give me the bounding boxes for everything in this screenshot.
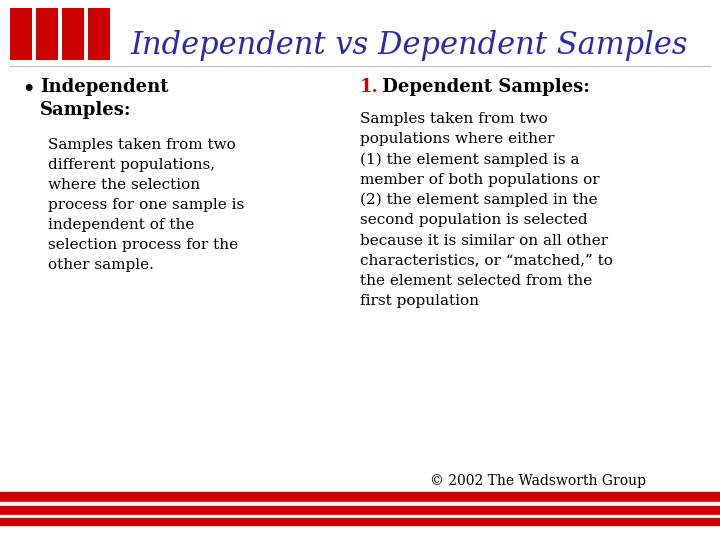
FancyBboxPatch shape (36, 8, 58, 60)
Text: Samples taken from two
different populations,
where the selection
process for on: Samples taken from two different populat… (48, 138, 244, 272)
Text: Independent vs Dependent Samples: Independent vs Dependent Samples (130, 30, 688, 61)
Text: 1.: 1. (360, 78, 379, 96)
FancyBboxPatch shape (10, 8, 32, 60)
Text: © 2002 The Wadsworth Group: © 2002 The Wadsworth Group (430, 474, 646, 488)
Text: •: • (22, 80, 35, 99)
FancyBboxPatch shape (88, 8, 110, 60)
Text: Dependent Samples:: Dependent Samples: (376, 78, 590, 96)
FancyBboxPatch shape (62, 8, 84, 60)
Text: Independent
Samples:: Independent Samples: (40, 78, 168, 119)
Text: Samples taken from two
populations where either
(1) the element sampled is a
mem: Samples taken from two populations where… (360, 112, 613, 308)
